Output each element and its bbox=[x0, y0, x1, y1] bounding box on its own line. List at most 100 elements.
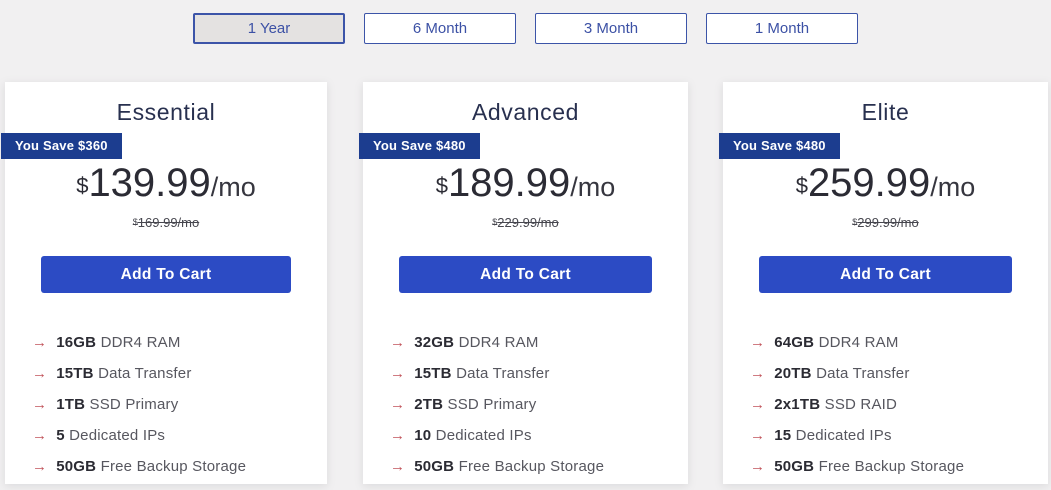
feature-value: 16GB bbox=[56, 334, 97, 351]
price-period: /mo bbox=[930, 172, 976, 202]
old-price: $229.99/mo bbox=[363, 215, 688, 230]
price-amount: 189.99 bbox=[447, 161, 571, 205]
arrow-right-icon: → bbox=[390, 427, 406, 444]
arrow-right-icon: → bbox=[32, 427, 48, 444]
plan-price: $189.99/mo bbox=[363, 161, 688, 214]
plan-card-elite: Elite You Save $480 $259.99/mo $299.99/m… bbox=[719, 82, 1048, 484]
add-to-cart-button[interactable]: Add To Cart bbox=[399, 256, 652, 293]
feature-value: 15TB bbox=[414, 365, 452, 382]
feature-text: SSD RAID bbox=[824, 396, 898, 413]
feature-value: 64GB bbox=[774, 334, 815, 351]
feature-text: Data Transfer bbox=[456, 365, 550, 382]
add-to-cart-button[interactable]: Add To Cart bbox=[41, 256, 291, 293]
feature-text: Data Transfer bbox=[816, 365, 910, 382]
feature-text: Free Backup Storage bbox=[100, 458, 247, 475]
feature-value: 15 bbox=[774, 427, 792, 444]
arrow-right-icon: → bbox=[750, 396, 766, 413]
plan-card-advanced: Advanced You Save $480 $189.99/mo $229.9… bbox=[359, 82, 688, 484]
arrow-right-icon: → bbox=[750, 365, 766, 382]
price-period: /mo bbox=[570, 172, 616, 202]
tab-1-year[interactable]: 1 Year bbox=[193, 13, 345, 44]
feature-text: Free Backup Storage bbox=[458, 458, 605, 475]
plan-card-essential: Essential You Save $360 $139.99/mo $169.… bbox=[1, 82, 327, 484]
billing-period-tabs: 1 Year 6 Month 3 Month 1 Month bbox=[0, 0, 1051, 44]
arrow-right-icon: → bbox=[750, 427, 766, 444]
feature-item: → 32GB DDR4 RAM bbox=[390, 334, 688, 352]
feature-text: DDR4 RAM bbox=[818, 334, 899, 351]
feature-text: Dedicated IPs bbox=[69, 427, 166, 444]
feature-text: Data Transfer bbox=[98, 365, 192, 382]
feature-text: SSD Primary bbox=[89, 396, 179, 413]
feature-item: → 2x1TB SSD RAID bbox=[750, 396, 1048, 414]
feature-item: → 15 Dedicated IPs bbox=[750, 427, 1048, 445]
price-amount: 259.99 bbox=[807, 161, 931, 205]
old-price: $299.99/mo bbox=[723, 215, 1048, 230]
feature-value: 50GB bbox=[774, 458, 815, 475]
old-currency-symbol: $ bbox=[852, 217, 858, 227]
tab-6-month[interactable]: 6 Month bbox=[364, 13, 516, 44]
tab-1-month[interactable]: 1 Month bbox=[706, 13, 858, 44]
arrow-right-icon: → bbox=[32, 334, 48, 351]
currency-symbol: $ bbox=[76, 173, 89, 198]
arrow-right-icon: → bbox=[390, 334, 406, 351]
arrow-right-icon: → bbox=[390, 365, 406, 382]
feature-value: 2x1TB bbox=[774, 396, 821, 413]
plan-price: $139.99/mo bbox=[5, 161, 327, 214]
feature-value: 50GB bbox=[414, 458, 455, 475]
old-price: $169.99/mo bbox=[5, 215, 327, 230]
feature-item: → 15TB Data Transfer bbox=[390, 365, 688, 383]
arrow-right-icon: → bbox=[750, 334, 766, 351]
arrow-right-icon: → bbox=[390, 396, 406, 413]
save-badge: You Save $480 bbox=[719, 133, 840, 159]
arrow-right-icon: → bbox=[750, 458, 766, 475]
old-price-amount: 229.99/mo bbox=[497, 215, 559, 230]
feature-value: 10 bbox=[414, 427, 432, 444]
feature-value: 20TB bbox=[774, 365, 812, 382]
feature-item: → 1TB SSD Primary bbox=[32, 396, 327, 414]
feature-item: → 50GB Free Backup Storage bbox=[390, 458, 688, 476]
feature-text: Free Backup Storage bbox=[818, 458, 965, 475]
feature-text: SSD Primary bbox=[447, 396, 537, 413]
arrow-right-icon: → bbox=[32, 365, 48, 382]
feature-item: → 2TB SSD Primary bbox=[390, 396, 688, 414]
feature-item: → 20TB Data Transfer bbox=[750, 365, 1048, 383]
tab-3-month[interactable]: 3 Month bbox=[535, 13, 687, 44]
feature-item: → 50GB Free Backup Storage bbox=[32, 458, 327, 476]
feature-item: → 50GB Free Backup Storage bbox=[750, 458, 1048, 476]
feature-text: DDR4 RAM bbox=[458, 334, 539, 351]
feature-value: 2TB bbox=[414, 396, 444, 413]
arrow-right-icon: → bbox=[390, 458, 406, 475]
feature-text: DDR4 RAM bbox=[100, 334, 181, 351]
old-currency-symbol: $ bbox=[132, 217, 138, 227]
feature-item: → 10 Dedicated IPs bbox=[390, 427, 688, 445]
price-amount: 139.99 bbox=[88, 161, 211, 205]
old-price-amount: 169.99/mo bbox=[137, 215, 200, 230]
plan-price: $259.99/mo bbox=[723, 161, 1048, 214]
old-price-amount: 299.99/mo bbox=[857, 215, 919, 230]
feature-item: → 64GB DDR4 RAM bbox=[750, 334, 1048, 352]
arrow-right-icon: → bbox=[32, 458, 48, 475]
old-currency-symbol: $ bbox=[492, 217, 498, 227]
plan-title: Essential bbox=[116, 99, 216, 125]
currency-symbol: $ bbox=[795, 173, 808, 198]
feature-text: Dedicated IPs bbox=[435, 427, 532, 444]
feature-value: 5 bbox=[56, 427, 65, 444]
feature-item: → 15TB Data Transfer bbox=[32, 365, 327, 383]
feature-text: Dedicated IPs bbox=[795, 427, 892, 444]
feature-value: 50GB bbox=[56, 458, 97, 475]
feature-value: 32GB bbox=[414, 334, 455, 351]
feature-value: 1TB bbox=[56, 396, 86, 413]
save-badge: You Save $480 bbox=[359, 133, 480, 159]
feature-value: 15TB bbox=[56, 365, 94, 382]
currency-symbol: $ bbox=[435, 173, 448, 198]
feature-list: → 64GB DDR4 RAM → 20TB Data Transfer → 2x1T… bbox=[723, 334, 1048, 476]
feature-item: → 5 Dedicated IPs bbox=[32, 427, 327, 445]
price-period: /mo bbox=[210, 172, 256, 202]
plan-title: Advanced bbox=[471, 99, 580, 125]
feature-list: → 16GB DDR4 RAM → 15TB Data Transfer → 1TB … bbox=[5, 334, 327, 476]
feature-item: → 16GB DDR4 RAM bbox=[32, 334, 327, 352]
add-to-cart-button[interactable]: Add To Cart bbox=[759, 256, 1012, 293]
plan-title: Elite bbox=[861, 99, 910, 125]
feature-list: → 32GB DDR4 RAM → 15TB Data Transfer → 2TB … bbox=[363, 334, 688, 476]
arrow-right-icon: → bbox=[32, 396, 48, 413]
